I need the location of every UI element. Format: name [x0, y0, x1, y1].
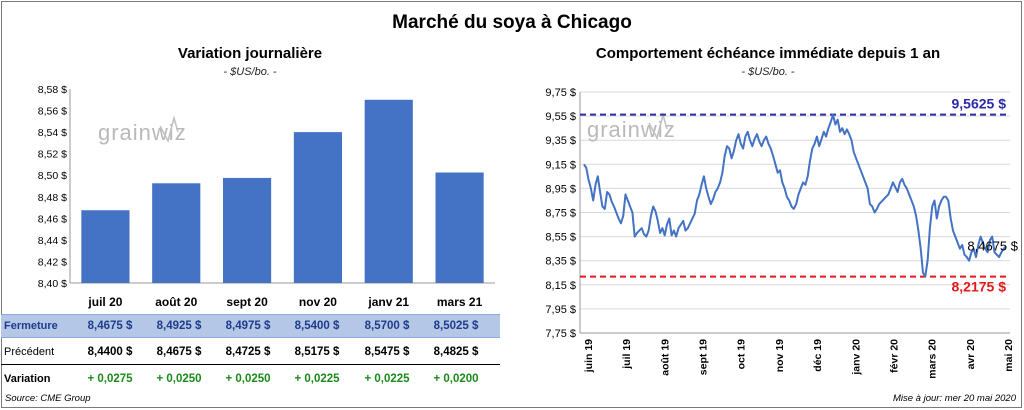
table-cell: 8,4925 $	[156, 320, 202, 332]
table-cell: + 0,0225	[294, 373, 340, 385]
x-tick-label: févr 20	[888, 339, 900, 373]
table-cell: 8,5400 $	[294, 320, 340, 332]
x-tick-label: avr 20	[965, 339, 977, 370]
table-cell: + 0,0250	[156, 373, 202, 385]
x-tick-label: sept 20	[226, 295, 268, 309]
y-tick-label: 8,55 $	[545, 232, 576, 244]
y-tick-label: 8,48 $	[38, 192, 67, 204]
x-tick-label: juil 20	[87, 295, 122, 309]
left-subtitle: Variation journalière	[177, 45, 323, 62]
right-subtitle: Comportement échéance immédiate depuis 1…	[595, 45, 941, 62]
table-row-label: Fermeture	[4, 320, 58, 332]
table-cell: 8,4400 $	[87, 346, 133, 358]
low-label: 8,2175 $	[952, 279, 1007, 295]
x-tick-label: oct 19	[736, 339, 748, 370]
bar	[81, 210, 130, 283]
x-tick-label: sept 19	[698, 339, 710, 375]
table-row-label: Variation	[4, 373, 51, 385]
price-line	[583, 113, 1007, 278]
table-cell: 8,4825 $	[433, 346, 479, 358]
table-cell: 8,4675 $	[87, 320, 133, 332]
y-tick-label: 7,95 $	[545, 304, 576, 316]
table-cell: + 0,0250	[225, 373, 271, 385]
line-chart: 7,75 $ 7,95 $ 8,15 $ 8,35 $ 8,55 $ 8,75 $ 8,95…	[545, 87, 1018, 379]
y-tick-label: 7,75 $	[545, 328, 576, 340]
update-note: Mise à jour: mer 20 mai 2020	[892, 393, 1016, 404]
watermark-text: grainwiz	[587, 117, 676, 142]
table-row-variation: Variation + 0,0275 + 0,0250 + 0,0250 + 0…	[1, 368, 500, 392]
bar	[364, 99, 413, 284]
y-tick-label: 8,52 $	[38, 149, 67, 161]
x-tick-label: mai 20	[1003, 339, 1015, 372]
x-tick-label: janv 20	[850, 339, 862, 376]
y-tick-label: 8,75 $	[545, 208, 576, 220]
bar-chart: 8,40 $ 8,42 $ 8,44 $ 8,46 $ 8,48 $ 8,50 $ 8,52…	[38, 84, 495, 309]
y-tick-label: 8,42 $	[38, 256, 67, 268]
y-tick-label: 8,54 $	[38, 127, 67, 139]
y-tick-label: 8,56 $	[38, 106, 67, 118]
x-tick-label: mars 21	[437, 295, 483, 309]
y-tick-label: 8,46 $	[38, 213, 67, 225]
x-tick-label: nov 19	[774, 339, 786, 372]
y-tick-label: 8,95 $	[545, 183, 576, 195]
x-tick-label: juil 19	[621, 339, 633, 370]
table-cell: 8,5475 $	[364, 346, 410, 358]
x-tick-label: juin 19	[583, 339, 595, 373]
bar	[435, 172, 484, 283]
main-title: Marché du soya à Chicago	[392, 12, 632, 33]
table-cell: 8,4725 $	[225, 346, 271, 358]
x-tick-label: déc 19	[812, 339, 824, 372]
high-label: 9,5625 $	[952, 96, 1007, 112]
table-cell: 8,5025 $	[433, 320, 479, 332]
y-tick-label: 9,35 $	[545, 135, 576, 147]
x-tick-label: nov 20	[299, 295, 337, 309]
table-cell: 8,5175 $	[294, 346, 340, 358]
bar	[152, 183, 201, 283]
y-tick-label: 8,35 $	[545, 256, 576, 268]
table-cell: 8,4975 $	[225, 320, 271, 332]
table-cell: 8,4675 $	[156, 346, 202, 358]
table-row-previous: Précédent 8,4400 $ 8,4675 $ 8,4725 $ 8,5…	[1, 341, 500, 365]
right-unit: - $US/bo. -	[741, 66, 795, 78]
x-tick-label: août 20	[155, 295, 197, 309]
y-tick-label: 8,40 $	[38, 278, 67, 290]
bar	[223, 177, 272, 283]
watermark-check-icon	[648, 111, 668, 141]
table-cell: + 0,0225	[364, 373, 410, 385]
left-unit: - $US/bo. -	[223, 66, 277, 78]
watermark-check-icon	[159, 114, 179, 144]
table-row-close: Fermeture 8,4675 $ 8,4925 $ 8,4975 $ 8,5…	[1, 314, 500, 338]
x-tick-label: août 19	[659, 339, 671, 376]
watermark-text: grainwiz	[98, 120, 187, 145]
y-tick-label: 8,15 $	[545, 280, 576, 292]
y-tick-label: 8,58 $	[38, 84, 67, 96]
table-row-label: Précédent	[4, 346, 55, 358]
y-tick-label: 9,75 $	[545, 87, 576, 99]
table-cell: + 0,0275	[87, 373, 133, 385]
bar	[293, 132, 342, 283]
last-value-label: 8,4675 $	[967, 239, 1018, 254]
table-cell: 8,5700 $	[364, 320, 410, 332]
x-tick-label: janv 21	[367, 295, 409, 309]
table-cell: + 0,0200	[433, 373, 479, 385]
x-tick-label: mars 20	[927, 339, 939, 379]
source-note: Source: CME Group	[5, 393, 91, 404]
y-tick-label: 9,55 $	[545, 111, 576, 123]
y-tick-label: 9,15 $	[545, 159, 576, 171]
y-tick-label: 8,44 $	[38, 235, 67, 247]
y-tick-label: 8,50 $	[38, 170, 67, 182]
